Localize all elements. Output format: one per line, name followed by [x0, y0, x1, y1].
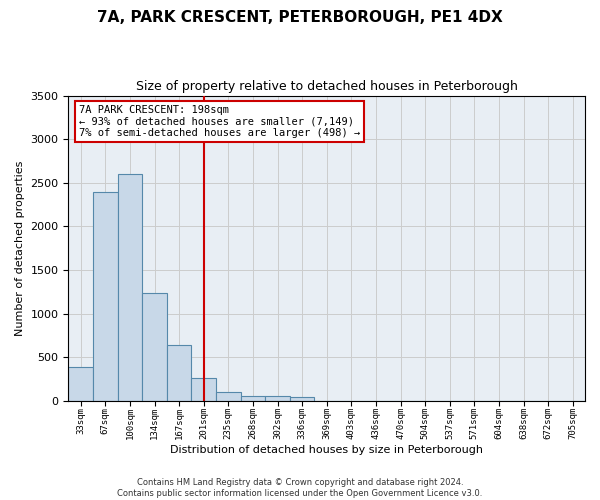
Text: Contains HM Land Registry data © Crown copyright and database right 2024.
Contai: Contains HM Land Registry data © Crown c… [118, 478, 482, 498]
Bar [265, 396, 290, 401]
Text: 7A PARK CRESCENT: 198sqm
← 93% of detached houses are smaller (7,149)
7% of semi: 7A PARK CRESCENT: 198sqm ← 93% of detach… [79, 104, 360, 138]
Bar [68, 367, 93, 401]
Bar [167, 345, 191, 401]
Bar [216, 392, 241, 401]
Bar [93, 192, 118, 401]
Bar [290, 398, 314, 401]
Title: Size of property relative to detached houses in Peterborough: Size of property relative to detached ho… [136, 80, 518, 93]
X-axis label: Distribution of detached houses by size in Peterborough: Distribution of detached houses by size … [170, 445, 483, 455]
Bar [191, 378, 216, 401]
Bar [118, 174, 142, 401]
Y-axis label: Number of detached properties: Number of detached properties [15, 160, 25, 336]
Bar [142, 292, 167, 401]
Bar [241, 396, 265, 401]
Text: 7A, PARK CRESCENT, PETERBOROUGH, PE1 4DX: 7A, PARK CRESCENT, PETERBOROUGH, PE1 4DX [97, 10, 503, 25]
